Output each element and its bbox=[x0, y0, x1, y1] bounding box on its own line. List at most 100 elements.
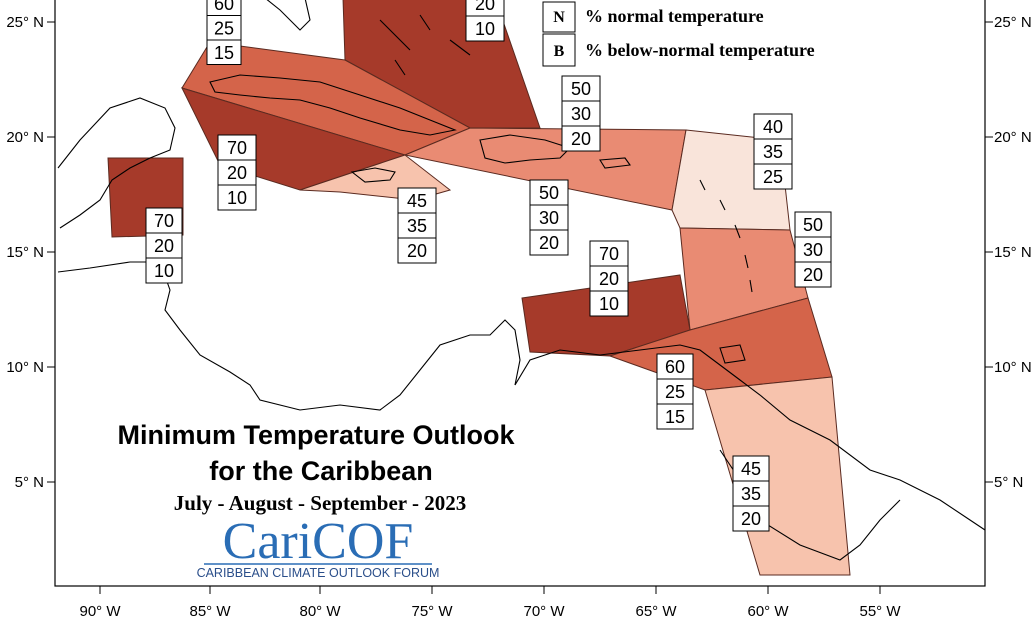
forecast-cell bbox=[529, 204, 569, 231]
legend-label: % below-normal temperature bbox=[585, 40, 815, 60]
forecast-value: 25 bbox=[763, 167, 783, 187]
forecast-cell bbox=[732, 480, 770, 507]
legend: N % normal temperature B % below-normal … bbox=[542, 1, 815, 67]
latitude-axis-left: 25° N 20° N 15° N 10° N 5° N bbox=[6, 14, 55, 491]
legend-key-box bbox=[542, 33, 576, 67]
forecast-value: 30 bbox=[539, 208, 559, 228]
forecast-value: 20 bbox=[154, 236, 174, 256]
coastline-south-america bbox=[514, 344, 986, 531]
forecast-zones bbox=[107, 0, 851, 576]
forecast-cell bbox=[397, 237, 437, 264]
forecast-cell bbox=[794, 261, 832, 288]
legend-key-box bbox=[542, 1, 576, 33]
forecast-value: 40 bbox=[763, 117, 783, 137]
coastline-bahamas-islands bbox=[379, 14, 471, 76]
forecast-value: 20 bbox=[539, 233, 559, 253]
forecast-value: 20 bbox=[741, 509, 761, 529]
lat-tick-label: 5° N bbox=[994, 474, 1023, 491]
forecast-cell bbox=[753, 163, 793, 190]
title-line-1: Minimum Temperature Outlook bbox=[117, 420, 515, 450]
lon-tick-label: 80° W bbox=[299, 603, 341, 620]
forecast-cell bbox=[145, 232, 183, 259]
forecast-value: 30 bbox=[803, 240, 823, 260]
coastline-yucatan bbox=[57, 97, 176, 229]
forecast-value: 20 bbox=[803, 265, 823, 285]
coastline-hispaniola bbox=[479, 134, 572, 164]
forecast-cell bbox=[206, 39, 242, 65]
forecast-value: 70 bbox=[154, 211, 174, 231]
title-line-2: for the Caribbean bbox=[209, 456, 433, 486]
logo-wordmark: CariCOF bbox=[223, 513, 414, 570]
lon-tick-label: 55° W bbox=[859, 603, 901, 620]
lon-tick-label: 70° W bbox=[523, 603, 565, 620]
forecast-value: 50 bbox=[539, 183, 559, 203]
map-title: Minimum Temperature Outlook for the Cari… bbox=[117, 420, 515, 515]
forecast-value: 70 bbox=[599, 244, 619, 264]
forecast-value: 45 bbox=[741, 459, 761, 479]
forecast-cell bbox=[753, 113, 793, 140]
lat-tick-label: 25° N bbox=[6, 14, 44, 31]
lat-tick-label: 20° N bbox=[994, 129, 1032, 146]
forecast-value: 60 bbox=[665, 357, 685, 377]
forecast-value: 20 bbox=[227, 163, 247, 183]
forecast-cell bbox=[794, 211, 832, 238]
lon-tick-label: 60° W bbox=[747, 603, 789, 620]
forecast-cell bbox=[397, 212, 437, 239]
latitude-axis-right: 25° N 20° N 15° N 10° N 5° N bbox=[985, 14, 1032, 491]
forecast-cell bbox=[732, 455, 770, 482]
legend-key-letter: N bbox=[553, 9, 565, 26]
coastline-florida bbox=[266, 0, 311, 31]
lon-tick-label: 75° W bbox=[411, 603, 453, 620]
legend-label: % normal temperature bbox=[585, 6, 764, 26]
longitude-axis: 90° W 85° W 80° W 75° W 70° W 65° W 60° … bbox=[79, 586, 901, 620]
forecast-value: 35 bbox=[741, 484, 761, 504]
forecast-cell bbox=[561, 125, 601, 152]
lat-tick-label: 15° N bbox=[994, 244, 1032, 261]
forecast-value: 10 bbox=[227, 188, 247, 208]
forecast-cell bbox=[529, 229, 569, 256]
caricof-logo: CariCOF CARIBBEAN CLIMATE OUTLOOK FORUM bbox=[197, 513, 440, 580]
coastline-jamaica bbox=[350, 167, 396, 183]
lat-tick-label: 25° N bbox=[994, 14, 1032, 31]
forecast-cell bbox=[397, 187, 437, 214]
forecast-value: 10 bbox=[154, 261, 174, 281]
forecast-value: 20 bbox=[571, 129, 591, 149]
forecast-value: 25 bbox=[665, 382, 685, 402]
forecast-cell bbox=[794, 236, 832, 263]
coastline-puerto-rico bbox=[599, 157, 631, 169]
forecast-cell bbox=[589, 290, 629, 317]
logo-subtitle: CARIBBEAN CLIMATE OUTLOOK FORUM bbox=[197, 566, 440, 580]
forecast-value: 15 bbox=[214, 43, 234, 63]
coastline-lesser-antilles bbox=[699, 179, 753, 293]
forecast-cell bbox=[656, 403, 694, 430]
forecast-value: 45 bbox=[407, 191, 427, 211]
forecast-value: 25 bbox=[214, 18, 234, 38]
lat-tick-label: 15° N bbox=[6, 244, 44, 261]
forecast-value: 20 bbox=[407, 241, 427, 261]
forecast-value: 50 bbox=[803, 215, 823, 235]
forecast-value: 10 bbox=[475, 19, 495, 39]
forecast-cell bbox=[206, 15, 242, 41]
forecast-value: 20 bbox=[475, 0, 495, 14]
forecast-value: 70 bbox=[227, 138, 247, 158]
lat-tick-label: 10° N bbox=[6, 359, 44, 376]
forecast-value: 60 bbox=[214, 0, 234, 14]
coastline-cuba bbox=[209, 74, 457, 136]
forecast-cell bbox=[465, 15, 505, 42]
forecast-value: 15 bbox=[665, 407, 685, 427]
forecast-period: July - August - September - 2023 bbox=[174, 491, 466, 515]
forecast-cell bbox=[145, 257, 183, 284]
lat-tick-label: 20° N bbox=[6, 129, 44, 146]
forecast-cell bbox=[589, 240, 629, 267]
forecast-cell bbox=[217, 159, 257, 186]
lon-tick-label: 85° W bbox=[189, 603, 231, 620]
forecast-cell bbox=[217, 134, 257, 161]
forecast-cell bbox=[732, 505, 770, 532]
forecast-cell bbox=[753, 138, 793, 165]
forecast-value: 30 bbox=[571, 104, 591, 124]
lat-tick-label: 5° N bbox=[15, 474, 44, 491]
legend-key-letter: B bbox=[554, 43, 565, 60]
forecast-cell bbox=[656, 353, 694, 380]
forecast-value: 20 bbox=[599, 269, 619, 289]
forecast-value: 50 bbox=[571, 79, 591, 99]
